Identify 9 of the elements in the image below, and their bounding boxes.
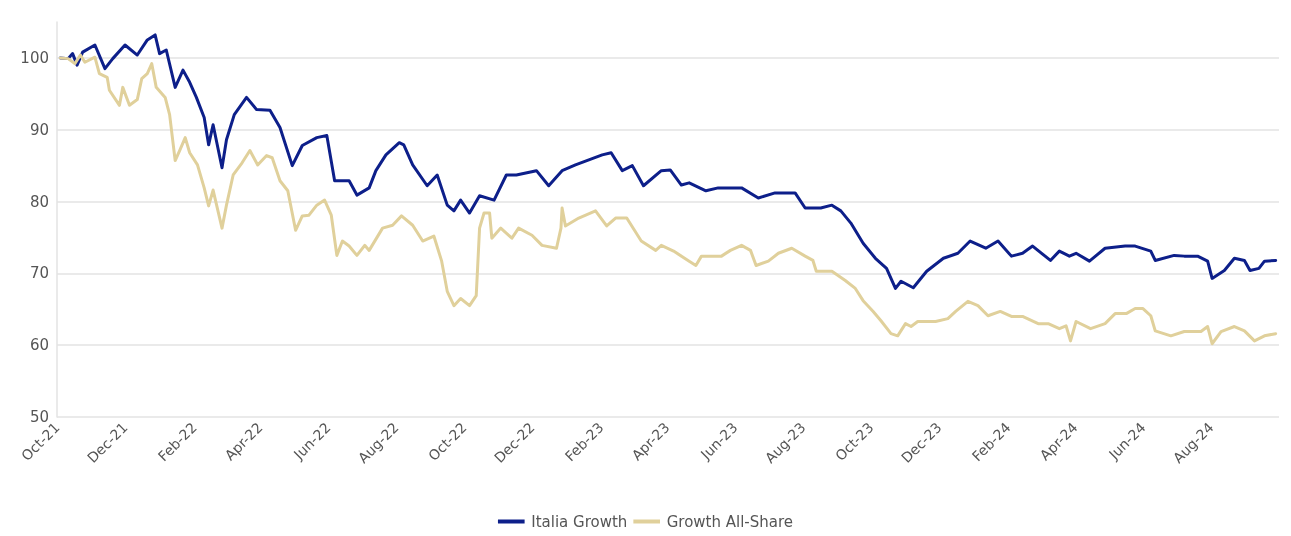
y-tick-label: 60 [29,336,49,355]
y-tick-label: 100 [20,48,49,67]
y-tick-label: 80 [29,192,49,211]
line-series [58,53,1278,346]
y-tick-label: 70 [29,264,49,283]
legend-label: Growth All-Share [666,512,794,531]
y-tick-label: 50 [29,408,49,426]
legend-label: Italia Growth [531,512,628,531]
y-tick-label: 90 [29,120,49,139]
